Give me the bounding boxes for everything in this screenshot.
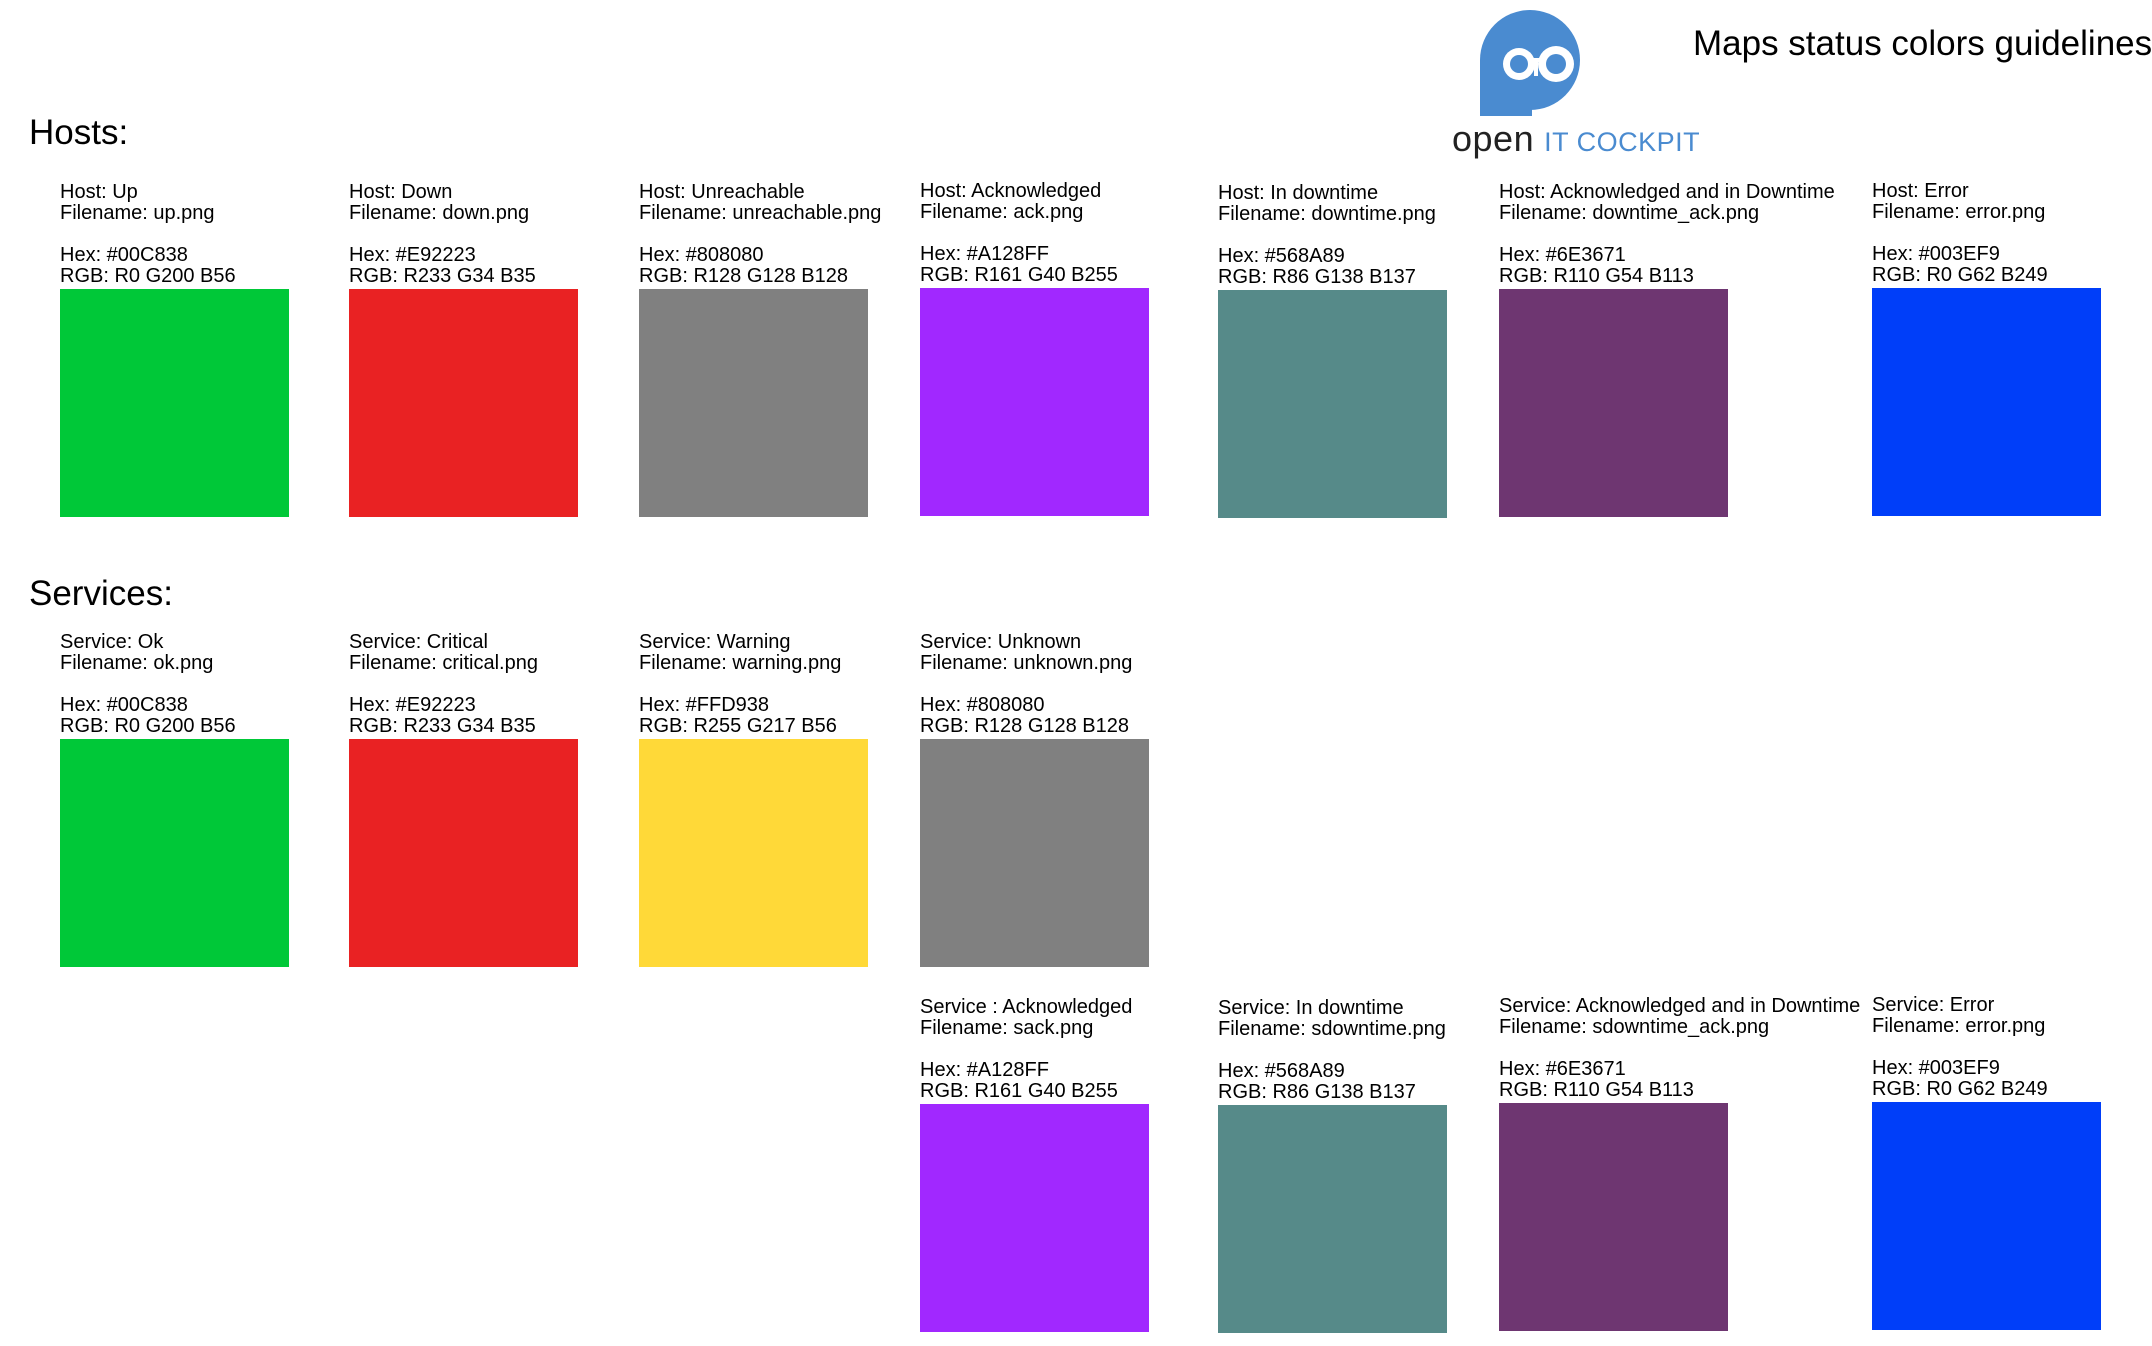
color-swatch <box>349 289 578 517</box>
color-swatch <box>1499 1103 1728 1331</box>
color-swatch <box>1499 289 1728 517</box>
status-filename: Filename: downtime.png <box>1218 203 1436 225</box>
host-status-downtime-card: Host: In downtime Filename: downtime.png… <box>1218 183 1450 518</box>
service-status-downtime-ack-card: Service: Acknowledged and in Downtime Fi… <box>1499 995 1861 1331</box>
status-filename: Filename: unreachable.png <box>639 202 882 224</box>
status-name: Service: Ok <box>60 631 164 653</box>
status-hex: Hex: #003EF9 <box>1872 243 2000 265</box>
status-hex: Hex: #6E3671 <box>1499 1058 1626 1080</box>
status-name: Service : Acknowledged <box>920 996 1133 1018</box>
status-rgb: RGB: R161 G40 B255 <box>920 264 1118 286</box>
service-status-acknowledged-card: Service : Acknowledged Filename: sack.pn… <box>920 997 1152 1332</box>
logo-word-open: open <box>1452 118 1535 159</box>
status-name: Service: Acknowledged and in Downtime <box>1499 995 1861 1017</box>
status-filename: Filename: warning.png <box>639 652 842 674</box>
status-rgb: RGB: R86 G138 B137 <box>1218 1081 1416 1103</box>
status-hex: Hex: #6E3671 <box>1499 244 1626 266</box>
status-hex: Hex: #A128FF <box>920 243 1049 265</box>
color-swatch <box>1872 1102 2101 1330</box>
service-status-unknown-card: Service: Unknown Filename: unknown.png H… <box>920 632 1152 967</box>
status-filename: Filename: sack.png <box>920 1017 1094 1039</box>
status-hex: Hex: #568A89 <box>1218 245 1345 267</box>
color-swatch <box>1218 290 1447 518</box>
status-rgb: RGB: R0 G200 B56 <box>60 265 236 287</box>
status-rgb: RGB: R233 G34 B35 <box>349 265 536 287</box>
status-rgb: RGB: R128 G128 B128 <box>920 715 1130 737</box>
color-swatch <box>1872 288 2101 516</box>
service-status-warning-card: Service: Warning Filename: warning.png H… <box>639 632 871 967</box>
page-title: Maps status colors guidelines <box>1693 24 2152 63</box>
status-filename: Filename: error.png <box>1872 201 2046 223</box>
host-status-up-card: Host: Up Filename: up.png Hex: #00C838 R… <box>60 182 292 517</box>
status-rgb: RGB: R110 G54 B113 <box>1499 1079 1694 1101</box>
color-swatch <box>1218 1105 1447 1333</box>
status-name: Service: Error <box>1872 994 1995 1016</box>
hosts-section-title: Hosts: <box>29 113 129 152</box>
host-status-acknowledged-card: Host: Acknowledged Filename: ack.png Hex… <box>920 181 1152 516</box>
service-status-critical-card: Service: Critical Filename: critical.png… <box>349 632 581 967</box>
status-rgb: RGB: R128 G128 B128 <box>639 265 849 287</box>
status-rgb: RGB: R233 G34 B35 <box>349 715 536 737</box>
status-hex: Hex: #003EF9 <box>1872 1057 2000 1079</box>
status-rgb: RGB: R86 G138 B137 <box>1218 266 1416 288</box>
status-hex: Hex: #568A89 <box>1218 1060 1345 1082</box>
status-rgb: RGB: R161 G40 B255 <box>920 1080 1118 1102</box>
logo-word-itcockpit: IT COCKPIT <box>1544 127 1701 157</box>
service-status-downtime-card: Service: In downtime Filename: sdowntime… <box>1218 998 1450 1333</box>
status-name: Host: Down <box>349 181 453 203</box>
status-filename: Filename: sdowntime.png <box>1218 1018 1446 1040</box>
color-swatch <box>920 739 1149 967</box>
status-name: Host: Acknowledged and in Downtime <box>1499 181 1835 203</box>
status-filename: Filename: unknown.png <box>920 652 1133 674</box>
status-hex: Hex: #808080 <box>920 694 1045 716</box>
openitcockpit-logo-icon <box>1480 10 1580 116</box>
status-name: Service: Unknown <box>920 631 1082 653</box>
status-name: Host: Up <box>60 181 138 203</box>
status-rgb: RGB: R0 G62 B249 <box>1872 1078 2048 1100</box>
host-status-error-card: Host: Error Filename: error.png Hex: #00… <box>1872 181 2104 516</box>
status-rgb: RGB: R0 G62 B249 <box>1872 264 2048 286</box>
host-status-downtime-ack-card: Host: Acknowledged and in Downtime Filen… <box>1499 181 1835 517</box>
status-hex: Hex: #E92223 <box>349 694 476 716</box>
color-swatch <box>639 289 868 517</box>
status-filename: Filename: down.png <box>349 202 530 224</box>
status-name: Host: Acknowledged <box>920 180 1102 202</box>
color-swatch <box>920 1104 1149 1332</box>
services-section-title: Services: <box>29 574 173 613</box>
color-swatch <box>920 288 1149 516</box>
status-name: Service: In downtime <box>1218 997 1404 1019</box>
status-hex: Hex: #E92223 <box>349 244 476 266</box>
status-filename: Filename: ok.png <box>60 652 214 674</box>
status-hex: Hex: #00C838 <box>60 694 188 716</box>
status-filename: Filename: critical.png <box>349 652 538 674</box>
status-rgb: RGB: R110 G54 B113 <box>1499 265 1694 287</box>
status-filename: Filename: error.png <box>1872 1015 2046 1037</box>
status-rgb: RGB: R255 G217 B56 <box>639 715 837 737</box>
status-name: Host: Unreachable <box>639 181 805 203</box>
status-name: Service: Warning <box>639 631 791 653</box>
color-swatch <box>60 289 289 517</box>
color-swatch <box>60 739 289 967</box>
service-status-error-card: Service: Error Filename: error.png Hex: … <box>1872 995 2104 1330</box>
status-hex: Hex: #A128FF <box>920 1059 1049 1081</box>
host-status-unreachable-card: Host: Unreachable Filename: unreachable.… <box>639 181 882 517</box>
status-name: Service: Critical <box>349 631 488 653</box>
status-filename: Filename: sdowntime_ack.png <box>1499 1016 1770 1038</box>
status-filename: Filename: up.png <box>60 202 215 224</box>
status-filename: Filename: downtime_ack.png <box>1499 202 1760 224</box>
host-status-down-card: Host: Down Filename: down.png Hex: #E922… <box>349 182 581 517</box>
status-hex: Hex: #808080 <box>639 244 764 266</box>
status-hex: Hex: #FFD938 <box>639 694 770 716</box>
status-rgb: RGB: R0 G200 B56 <box>60 715 236 737</box>
logo-text: open IT COCKPIT <box>1452 118 1700 160</box>
status-name: Host: Error <box>1872 180 1969 202</box>
color-swatch <box>639 739 868 967</box>
color-swatch <box>349 739 578 967</box>
service-status-ok-card: Service: Ok Filename: ok.png Hex: #00C83… <box>60 632 292 967</box>
status-filename: Filename: ack.png <box>920 201 1084 223</box>
status-hex: Hex: #00C838 <box>60 244 188 266</box>
status-name: Host: In downtime <box>1218 182 1379 204</box>
